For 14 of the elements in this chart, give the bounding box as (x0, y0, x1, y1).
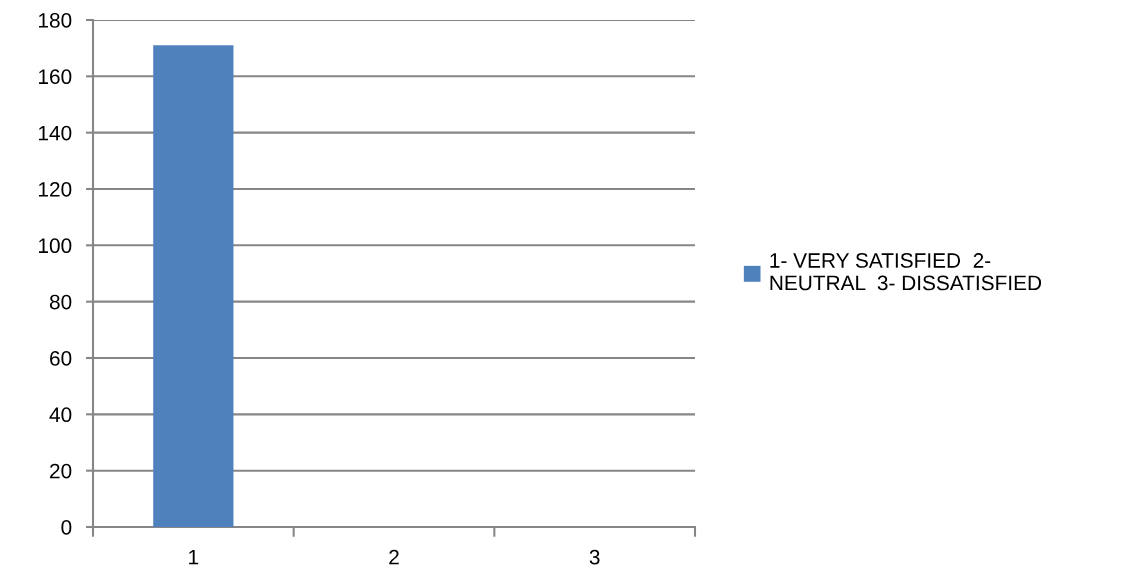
x-tick-label: 2 (389, 549, 399, 565)
y-tick-label: 120 (39, 182, 72, 197)
x-tick-label: 3 (589, 549, 600, 565)
x-tick-label: 1 (189, 549, 199, 565)
legend-label: 1- VERY SATISFIED 2- NEUTRAL 3- DISSATISFIED (770, 253, 1042, 291)
y-tick-label: 60 (50, 351, 72, 366)
y-tick-label: 180 (39, 13, 72, 28)
y-tick-label: 0 (61, 520, 72, 535)
y-tick-label: 80 (49, 294, 72, 310)
y-tick-label: 40 (49, 407, 72, 423)
y-tick-label: 160 (39, 69, 72, 85)
y-tick-label: 140 (39, 125, 72, 141)
y-tick-label: 100 (39, 238, 72, 254)
y-tick-label: 20 (50, 463, 72, 479)
